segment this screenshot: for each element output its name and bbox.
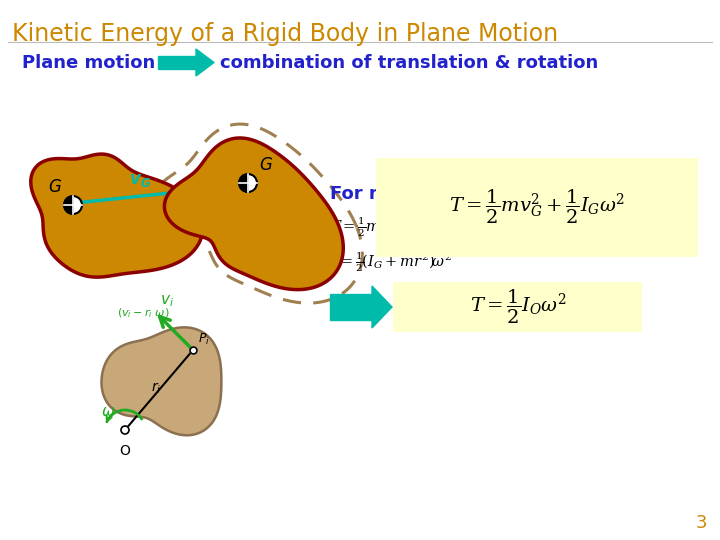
FancyBboxPatch shape — [376, 158, 698, 257]
Polygon shape — [31, 154, 203, 277]
Text: Plane motion: Plane motion — [22, 54, 156, 72]
Text: Kinetic Energy of a Rigid Body in Plane Motion: Kinetic Energy of a Rigid Body in Plane … — [12, 22, 558, 46]
Text: $\omega$: $\omega$ — [101, 404, 115, 419]
Polygon shape — [102, 327, 221, 435]
Polygon shape — [372, 286, 392, 328]
Text: $P_i$: $P_i$ — [198, 332, 210, 347]
Text: $T = \dfrac{1}{2}mv_G^2 + \dfrac{1}{2}I_G\omega^2$: $T = \dfrac{1}{2}mv_G^2 + \dfrac{1}{2}I_… — [449, 188, 625, 226]
Bar — [158, 56, 196, 69]
Text: $G$: $G$ — [48, 178, 62, 196]
Text: $v_i$: $v_i$ — [160, 293, 174, 309]
Text: $\bfit{v}_G$: $\bfit{v}_G$ — [130, 171, 151, 189]
Polygon shape — [196, 49, 214, 76]
Polygon shape — [164, 138, 343, 289]
Text: O: O — [120, 444, 130, 458]
Circle shape — [239, 174, 257, 192]
Wedge shape — [64, 196, 73, 214]
Text: $G$: $G$ — [259, 156, 273, 174]
Circle shape — [121, 426, 129, 434]
Text: $(v_i - r_i\ \omega)$: $(v_i - r_i\ \omega)$ — [117, 306, 169, 320]
Text: $T = \dfrac{1}{2}I_O\omega^2$: $T = \dfrac{1}{2}I_O\omega^2$ — [469, 288, 567, 326]
Text: 3: 3 — [696, 514, 707, 532]
Text: combination of translation & rotation: combination of translation & rotation — [220, 54, 598, 72]
Circle shape — [64, 196, 82, 214]
Bar — [330, 294, 372, 320]
Text: $r_i$: $r_i$ — [151, 381, 161, 396]
FancyBboxPatch shape — [393, 282, 642, 332]
Text: For non-centroidal rotation:: For non-centroidal rotation: — [330, 185, 611, 203]
Text: $T = \frac{1}{2}mv_G^2 + \frac{1}{2}I_G\omega^2 = \frac{1}{2}m\!\left(\omega r\r: $T = \frac{1}{2}mv_G^2 + \frac{1}{2}I_G\… — [330, 215, 590, 239]
Wedge shape — [239, 174, 248, 192]
Text: $= \frac{1}{2}\!\left(I_G + mr^2\right)\!\omega^2$: $= \frac{1}{2}\!\left(I_G + mr^2\right)\… — [338, 250, 451, 274]
